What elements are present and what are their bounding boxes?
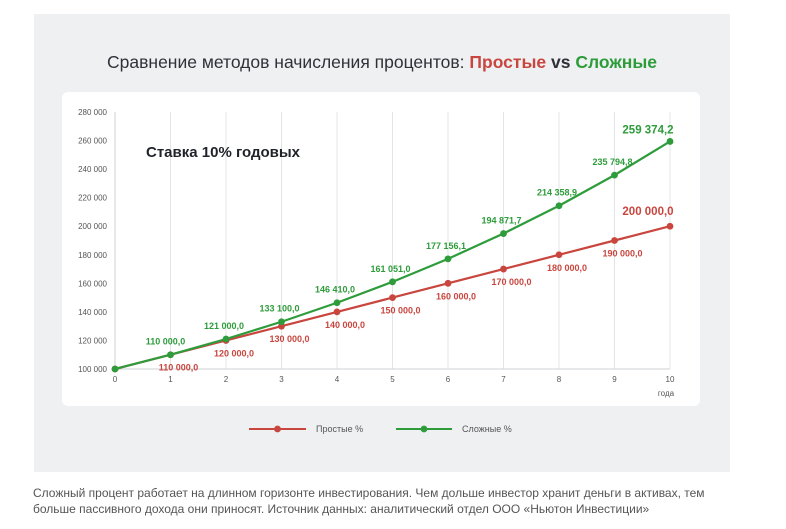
simple-data-point xyxy=(555,251,563,259)
simple-data-point xyxy=(389,294,396,302)
compound-data-label: 214 358,9 xyxy=(537,188,577,198)
simple-data-label: 140 000,0 xyxy=(325,320,365,330)
compound-data-point xyxy=(611,171,618,179)
compound-data-point xyxy=(333,299,341,307)
x-tick-label: 0 xyxy=(113,375,118,384)
x-tick-label: 8 xyxy=(557,375,562,384)
simple-data-point xyxy=(444,279,452,287)
x-tick-label: 6 xyxy=(446,375,451,384)
simple-data-label: 190 000,0 xyxy=(602,249,642,259)
simple-data-point xyxy=(611,237,618,244)
compound-data-label: 259 374,2 xyxy=(622,124,673,136)
y-tick-label: 160 000 xyxy=(78,279,107,288)
compound-data-point xyxy=(555,202,563,210)
y-tick-label: 180 000 xyxy=(78,251,107,260)
simple-data-label: 170 000,0 xyxy=(491,277,531,287)
simple-data-point xyxy=(666,222,674,230)
legend-compound-marker xyxy=(420,425,428,433)
y-tick-label: 120 000 xyxy=(78,336,107,345)
x-tick-label: 7 xyxy=(501,375,506,384)
simple-data-label: 180 000,0 xyxy=(547,263,587,273)
compound-data-point xyxy=(111,365,119,373)
chart-title: Сравнение методов начисления процентов: … xyxy=(34,52,730,73)
compound-data-label: 133 100,0 xyxy=(259,304,299,314)
compound-data-point xyxy=(278,318,285,326)
compound-data-point xyxy=(444,255,452,263)
simple-data-point xyxy=(500,265,507,273)
compound-data-label: 110 000,0 xyxy=(146,337,186,347)
compound-data-point xyxy=(222,335,230,343)
compound-data-label: 121 000,0 xyxy=(204,321,244,331)
x-tick-label: 1 xyxy=(168,375,173,384)
simple-data-label: 110 000,0 xyxy=(159,363,199,373)
compound-data-label: 161 051,0 xyxy=(370,264,410,274)
rate-annotation: Ставка 10% годовых xyxy=(146,144,301,161)
compound-data-label: 146 410,0 xyxy=(315,285,355,295)
legend-compound-label: Сложные % xyxy=(462,424,512,434)
x-tick-label: 2 xyxy=(224,375,229,384)
x-tick-label: 4 xyxy=(335,375,340,384)
title-compound: Сложные xyxy=(575,52,657,72)
simple-data-label: 120 000,0 xyxy=(214,348,254,358)
y-tick-label: 260 000 xyxy=(78,137,107,146)
x-axis-label: года xyxy=(658,389,675,398)
simple-data-label: 150 000,0 xyxy=(380,306,420,316)
title-prefix: Сравнение методов начисления процентов: xyxy=(107,52,465,72)
y-tick-label: 200 000 xyxy=(78,222,107,231)
y-tick-label: 100 000 xyxy=(78,365,107,374)
legend-simple-label: Простые % xyxy=(316,424,363,434)
simple-data-label: 160 000,0 xyxy=(436,291,476,301)
x-tick-label: 9 xyxy=(612,375,617,384)
legend-simple-marker xyxy=(274,425,281,433)
compound-data-label: 235 794,8 xyxy=(592,157,632,167)
x-tick-label: 10 xyxy=(666,375,675,384)
x-tick-label: 3 xyxy=(279,375,284,384)
y-tick-label: 280 000 xyxy=(78,108,107,117)
compound-data-point xyxy=(666,138,674,145)
compound-data-point xyxy=(389,278,396,286)
simple-data-label: 200 000,0 xyxy=(622,206,673,218)
compound-data-point xyxy=(167,351,174,359)
compound-data-label: 177 156,1 xyxy=(426,241,466,251)
simple-data-label: 130 000,0 xyxy=(269,334,309,344)
title-vs: vs xyxy=(551,52,571,72)
y-tick-label: 140 000 xyxy=(78,308,107,317)
compound-data-point xyxy=(500,230,507,237)
simple-data-point xyxy=(333,308,341,316)
compound-data-label: 194 871,7 xyxy=(481,216,521,226)
y-tick-label: 240 000 xyxy=(78,165,107,174)
title-simple: Простые xyxy=(469,52,547,72)
x-tick-label: 5 xyxy=(390,375,395,384)
chart-caption: Сложный процент работает на длинном гори… xyxy=(33,486,705,516)
y-tick-label: 220 000 xyxy=(78,194,107,203)
